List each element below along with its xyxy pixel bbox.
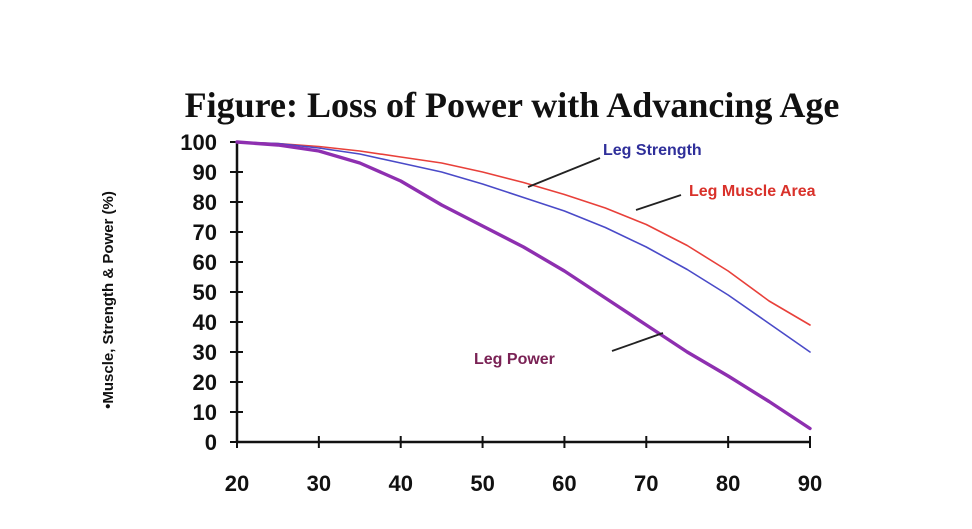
series-lines [235, 140, 812, 431]
y-tick-label: 70 [193, 220, 217, 245]
chart-title: Figure: Loss of Power with Advancing Age [185, 85, 840, 125]
annotation-leg-muscle-area-arrow [635, 194, 682, 211]
series-line-leg-muscle-area [236, 141, 811, 326]
y-tick-label: 50 [193, 280, 217, 305]
annotation-leg-power-arrow [611, 332, 664, 352]
x-tick-label: 30 [307, 471, 331, 496]
y-tick-label: 0 [205, 430, 217, 455]
y-tick-label: 80 [193, 190, 217, 215]
annotation-leg-strength-arrow [527, 157, 601, 188]
y-tick-label: 10 [193, 400, 217, 425]
y-tick-label: 30 [193, 340, 217, 365]
y-tick-label: 40 [193, 310, 217, 335]
annotation-leg-muscle-area: Leg Muscle Area [689, 183, 816, 200]
series-line-leg-power [235, 140, 812, 431]
y-tick-label: 90 [193, 160, 217, 185]
x-tick-label: 90 [798, 471, 822, 496]
ticks: 0 10 20 30 40 50 60 70 80 90 100 20 30 40 50 60 70 80 90 [180, 130, 822, 496]
series-line-leg-strength [236, 141, 811, 353]
y-tick-label: 20 [193, 370, 217, 395]
x-tick-label: 50 [470, 471, 494, 496]
x-tick-label: 40 [388, 471, 412, 496]
annotation-leg-power: Leg Power [474, 351, 555, 368]
y-axis-label: •Muscle, Strength & Power (%) [100, 191, 117, 409]
x-tick-label: 20 [225, 471, 249, 496]
y-tick-label: 100 [180, 130, 217, 155]
y-tick-label: 60 [193, 250, 217, 275]
x-tick-label: 60 [552, 471, 576, 496]
x-tick-label: 70 [634, 471, 658, 496]
x-tick-label: 80 [716, 471, 740, 496]
annotations: Leg Strength Leg Muscle Area Leg Power [474, 142, 816, 368]
annotation-leg-strength: Leg Strength [603, 142, 702, 159]
